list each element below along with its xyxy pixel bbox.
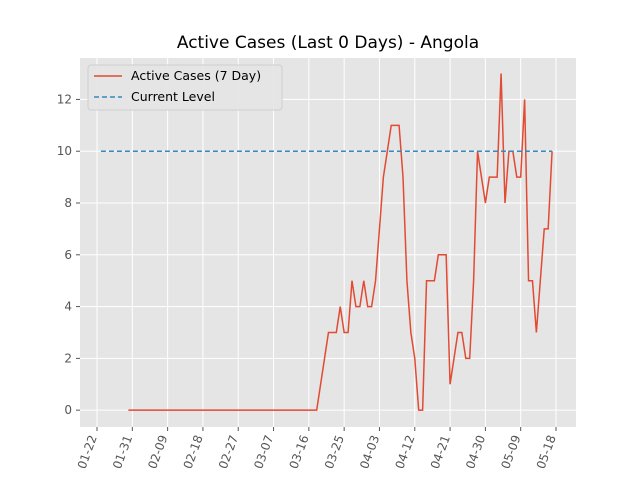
x-tick-label: 05-09 bbox=[498, 433, 523, 471]
x-tick-label: 04-21 bbox=[428, 433, 453, 471]
legend-label: Current Level bbox=[131, 89, 215, 104]
x-tick-label: 01-22 bbox=[75, 433, 100, 471]
plot-area bbox=[80, 58, 576, 427]
x-tick-label: 02-09 bbox=[145, 433, 170, 471]
x-tick-label: 04-30 bbox=[463, 433, 488, 471]
chart-title: Active Cases (Last 0 Days) - Angola bbox=[177, 33, 479, 53]
y-tick-label: 12 bbox=[57, 92, 72, 106]
x-tick-label: 02-27 bbox=[216, 433, 241, 471]
x-tick-label: 03-25 bbox=[322, 433, 347, 471]
x-tick-label: 04-03 bbox=[357, 433, 382, 471]
y-tick-label: 8 bbox=[64, 196, 72, 210]
x-tick-label: 02-18 bbox=[181, 433, 206, 471]
y-tick-label: 0 bbox=[64, 403, 72, 417]
y-tick-label: 6 bbox=[64, 248, 72, 262]
x-tick-label: 01-31 bbox=[110, 433, 135, 471]
legend-label: Active Cases (7 Day) bbox=[131, 68, 261, 83]
x-tick-label: 03-07 bbox=[251, 433, 276, 471]
x-tick-label: 04-12 bbox=[393, 433, 418, 471]
series-line bbox=[128, 73, 553, 411]
y-tick-label: 10 bbox=[57, 144, 72, 158]
legend-box bbox=[87, 64, 283, 111]
y-tick-label: 4 bbox=[64, 300, 72, 314]
y-tick-label: 2 bbox=[64, 351, 72, 365]
x-tick-label: 03-16 bbox=[287, 433, 312, 471]
x-tick-label: 05-18 bbox=[534, 433, 559, 471]
